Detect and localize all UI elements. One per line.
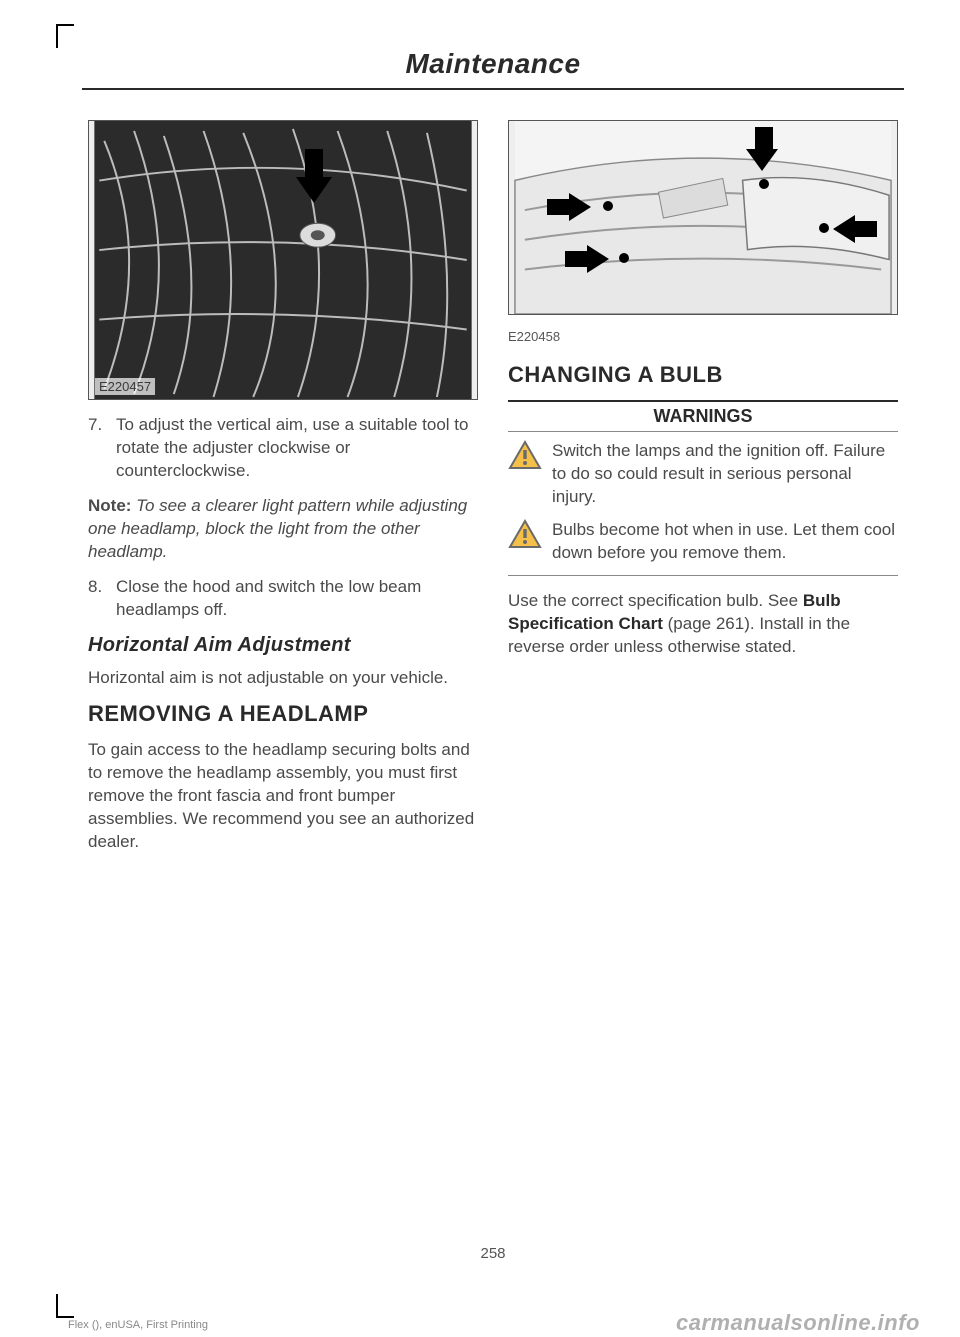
- heading-removing-headlamp: REMOVING A HEADLAMP: [88, 701, 478, 727]
- page-number: 258: [58, 1245, 928, 1262]
- step-7: 7. To adjust the vertical aim, use a sui…: [88, 414, 478, 483]
- figure-label: E220458: [508, 329, 898, 344]
- subheading-horizontal-aim: Horizontal Aim Adjustment: [88, 634, 478, 657]
- dot-icon: [759, 179, 769, 189]
- paragraph-bulb-spec: Use the correct specification bulb. See …: [508, 590, 898, 659]
- arrow-down-icon: [746, 149, 778, 171]
- dot-icon: [819, 223, 829, 233]
- figure-e220458: [508, 120, 898, 315]
- arrow-right-stem: [565, 251, 587, 267]
- arrow-left-icon: [833, 215, 855, 243]
- dot-icon: [619, 253, 629, 263]
- arrow-left-stem: [855, 221, 877, 237]
- right-column: E220458 CHANGING A BULB WARNINGS Switch …: [508, 120, 898, 866]
- left-column: E220457 7. To adjust the vertical aim, u…: [88, 120, 478, 866]
- arrow-down-stem: [755, 127, 773, 149]
- note-block: Note: To see a clearer light pattern whi…: [88, 495, 478, 564]
- paragraph-horizontal-aim: Horizontal aim is not adjustable on your…: [88, 667, 478, 690]
- heading-changing-bulb: CHANGING A BULB: [508, 362, 898, 388]
- footer-watermark: carmanualsonline.info: [676, 1310, 920, 1336]
- warning-1: Switch the lamps and the ignition off. F…: [508, 440, 898, 509]
- warnings-end-rule: [508, 575, 898, 576]
- page-title: Maintenance: [58, 48, 928, 80]
- crop-mark-bottom-left: [56, 1294, 74, 1318]
- engine-bay-illustration: [89, 121, 477, 399]
- step-text: Close the hood and switch the low beam h…: [116, 576, 478, 622]
- figure-e220457: E220457: [88, 120, 478, 400]
- two-column-layout: E220457 7. To adjust the vertical aim, u…: [58, 90, 928, 866]
- step-8: 8. Close the hood and switch the low bea…: [88, 576, 478, 622]
- page-container: Maintenance: [58, 28, 928, 1288]
- warning-triangle-icon: [508, 519, 542, 565]
- step-text: To adjust the vertical aim, use a suitab…: [116, 414, 478, 483]
- paragraph-removing-headlamp: To gain access to the headlamp securing …: [88, 739, 478, 854]
- arrow-right-icon: [587, 245, 609, 273]
- warning-text: Switch the lamps and the ignition off. F…: [552, 440, 898, 509]
- arrow-right-icon: [569, 193, 591, 221]
- warning-text: Bulbs become hot when in use. Let them c…: [552, 519, 898, 565]
- spec-text-a: Use the correct specification bulb. See: [508, 591, 803, 610]
- arrow-down-stem: [305, 149, 323, 177]
- arrow-right-stem: [547, 199, 569, 215]
- dot-icon: [603, 201, 613, 211]
- warning-triangle-icon: [508, 440, 542, 509]
- note-label: Note:: [88, 496, 131, 515]
- note-body: To see a clearer light pattern while adj…: [88, 496, 467, 561]
- step-number: 8.: [88, 576, 116, 622]
- arrow-down-icon: [296, 177, 332, 203]
- figure-label: E220457: [95, 378, 155, 395]
- step-number: 7.: [88, 414, 116, 483]
- warnings-heading: WARNINGS: [508, 400, 898, 432]
- footer-left-text: Flex (), enUSA, First Printing: [68, 1319, 208, 1331]
- warning-2: Bulbs become hot when in use. Let them c…: [508, 519, 898, 565]
